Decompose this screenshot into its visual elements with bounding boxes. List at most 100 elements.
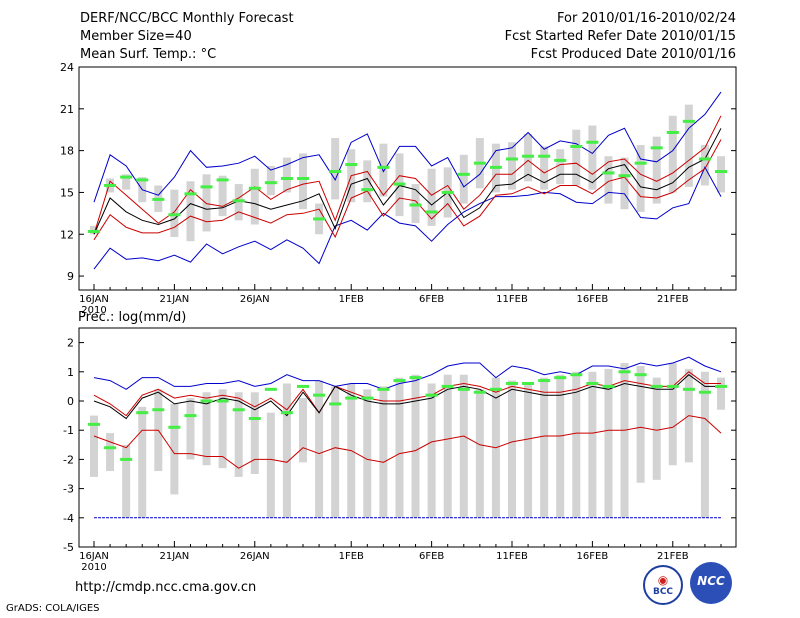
observation-mark: [618, 174, 631, 178]
spread-box: [427, 383, 436, 518]
y-tick-label: 2: [67, 337, 74, 350]
observation-mark: [715, 170, 727, 174]
observation-mark: [473, 161, 486, 165]
observation-mark: [329, 170, 342, 174]
panel-title: Prec.: log(mm/d): [78, 310, 186, 325]
spread-box: [524, 383, 533, 518]
x-tick-label: 16FEB: [577, 294, 609, 305]
observation-mark: [184, 414, 197, 418]
observation-mark: [506, 157, 518, 161]
spread-box: [90, 415, 98, 477]
spread-box: [379, 386, 388, 518]
ensemble-mean-line: [93, 374, 721, 420]
observation-mark: [634, 161, 647, 165]
observation-mark: [152, 408, 165, 412]
observation-mark: [682, 387, 695, 391]
spread-box: [427, 168, 436, 226]
spread-box: [652, 136, 661, 204]
x-tick-label: 11FEB: [496, 294, 528, 305]
spread-box: [122, 174, 131, 190]
observation-mark: [650, 146, 663, 150]
observation-mark: [554, 158, 567, 162]
observation-mark: [586, 381, 599, 385]
spread-box: [250, 392, 259, 474]
spread-box: [331, 386, 340, 518]
x-tick-label: 16JAN: [79, 551, 109, 562]
spread-box: [636, 365, 645, 483]
observation-mark: [698, 390, 711, 394]
max-line: [93, 356, 722, 390]
observation-mark: [425, 210, 438, 214]
observation-mark: [682, 119, 695, 123]
member-size: Member Size=40: [80, 29, 192, 44]
y-tick-label: 12: [60, 228, 74, 241]
x-tick-label: 1FEB: [339, 294, 364, 305]
spread-box: [411, 374, 420, 518]
spread-box: [508, 142, 516, 190]
observation-mark: [216, 399, 229, 403]
observation-mark: [168, 425, 181, 429]
x-tick-label: 2010: [81, 562, 106, 573]
spread-box: [202, 174, 211, 232]
spread-box: [652, 377, 661, 480]
observation-mark: [361, 188, 374, 192]
observation-mark: [329, 402, 342, 406]
observation-mark: [264, 181, 277, 185]
observation-mark: [297, 177, 309, 180]
observation-mark: [506, 381, 518, 385]
spread-box: [395, 377, 404, 518]
observation-mark: [522, 381, 535, 385]
source-url[interactable]: http://cmdp.ncc.cma.gov.cn: [75, 580, 257, 595]
upper-line: [93, 371, 721, 417]
observation-mark: [441, 384, 454, 388]
observation-mark: [489, 165, 502, 169]
spread-box: [588, 125, 597, 190]
spread-box: [138, 406, 147, 518]
x-tick-label: 26JAN: [240, 294, 270, 305]
observation-mark: [313, 393, 326, 397]
observation-mark: [361, 396, 374, 400]
y-tick-label: -2: [63, 453, 74, 466]
spread-box: [299, 398, 307, 463]
header-right: For 2010/01/16-2010/02/24 Fcst Started R…: [505, 11, 736, 65]
spread-box: [379, 143, 388, 197]
spread-box: [684, 104, 693, 187]
spread-box: [668, 115, 677, 193]
observation-mark: [136, 178, 149, 182]
spread-box: [218, 175, 227, 217]
observation-mark: [168, 213, 181, 217]
grads-credit: GrADS: COLA/IGES: [6, 603, 100, 614]
y-tick-label: 15: [60, 186, 74, 199]
observation-mark: [538, 154, 551, 158]
observation-mark: [698, 157, 711, 161]
observation-mark: [88, 229, 100, 233]
chart-title: DERF/NCC/BCC Monthly Forecast: [80, 11, 294, 26]
spread-box: [459, 154, 468, 204]
observation-mark: [264, 387, 277, 391]
observation-mark: [457, 387, 470, 391]
observation-mark: [248, 186, 261, 190]
observation-mark: [184, 192, 197, 196]
observation-mark: [313, 217, 326, 221]
y-tick-label: 9: [67, 270, 74, 283]
spread-box: [700, 145, 709, 186]
observation-mark: [280, 177, 293, 180]
spread-box: [700, 371, 709, 518]
spread-box: [604, 368, 613, 518]
bcc-logo: ◉ BCC: [643, 565, 683, 605]
x-tick-label: 16FEB: [577, 551, 609, 562]
spread-box: [299, 153, 307, 210]
observation-mark: [216, 178, 229, 182]
ensemble-mean-line: [93, 128, 722, 235]
observation-mark: [377, 387, 390, 391]
spread-box: [475, 389, 484, 518]
spread-box: [556, 149, 565, 185]
lower-quartile-line: [93, 139, 722, 241]
ncc-logo: NCC: [690, 562, 732, 604]
observation-mark: [554, 376, 567, 380]
lower-line: [93, 415, 722, 469]
spread-box: [540, 146, 549, 190]
x-tick-label: 2010: [81, 305, 106, 316]
observation-mark: [473, 390, 486, 394]
